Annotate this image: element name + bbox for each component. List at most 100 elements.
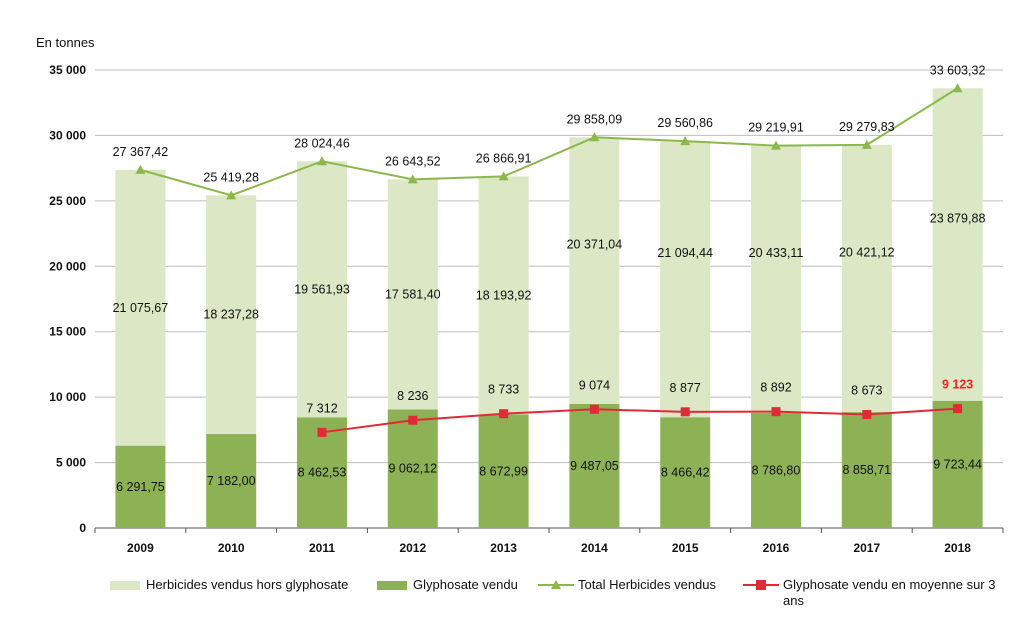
marker-total — [861, 139, 872, 149]
data-label-glyphosate: 8 672,99 — [479, 464, 528, 478]
bar-glyphosate — [660, 417, 711, 528]
bar-hors-glyphosate — [751, 145, 801, 414]
bar-hors-glyphosate — [115, 169, 166, 446]
bar-glyphosate — [751, 413, 801, 528]
data-label-total: 25 419,28 — [203, 170, 259, 184]
marker-moyenne — [317, 427, 327, 437]
data-label-total: 33 603,32 — [930, 63, 986, 77]
marker-moyenne — [589, 404, 599, 414]
data-label-glyphosate: 8 786,80 — [752, 464, 801, 478]
bar-glyphosate — [478, 414, 529, 528]
bar-hors-glyphosate — [206, 195, 257, 435]
unit-label: En tonnes — [36, 35, 95, 50]
legend-label-moyenne: Glyphosate vendu en moyenne sur 3 ans — [783, 577, 996, 608]
legend-item-glyphosate: Glyphosate vendu — [377, 577, 518, 593]
x-tick-label: 2015 — [672, 541, 699, 555]
data-label-hors-glyphosate: 21 075,67 — [113, 301, 169, 315]
y-tick-label: 5 000 — [56, 456, 86, 470]
x-tick-label: 2009 — [127, 541, 154, 555]
bar-glyphosate — [206, 434, 257, 528]
marker-total — [407, 174, 418, 184]
data-label-moyenne: 8 892 — [760, 381, 791, 395]
bar-glyphosate — [115, 445, 166, 528]
data-label-moyenne: 8 877 — [670, 381, 701, 395]
legend-label-glyphosate: Glyphosate vendu — [413, 577, 518, 592]
data-label-moyenne: 7 312 — [306, 401, 337, 415]
bar-hors-glyphosate — [478, 176, 529, 415]
y-tick-label: 35 000 — [49, 63, 86, 77]
data-label-glyphosate: 9 487,05 — [570, 459, 619, 473]
marker-total — [771, 140, 781, 150]
data-label-total: 27 367,42 — [113, 145, 169, 159]
marker-moyenne — [499, 409, 509, 419]
marker-moyenne — [862, 410, 872, 420]
y-tick-label: 25 000 — [49, 194, 86, 208]
marker-total — [226, 190, 237, 200]
data-label-total: 26 866,91 — [476, 151, 532, 165]
bar-glyphosate — [932, 400, 983, 528]
marker-total — [317, 156, 327, 166]
bar-hors-glyphosate — [932, 88, 983, 401]
x-tick-label: 2016 — [763, 541, 790, 555]
data-label-glyphosate: 8 466,42 — [661, 466, 710, 480]
marker-total — [680, 136, 691, 146]
data-label-glyphosate: 9 723,44 — [933, 457, 982, 471]
x-tick-label: 2011 — [309, 541, 335, 555]
x-tick-label: 2017 — [853, 541, 880, 555]
bar-glyphosate — [387, 409, 438, 528]
bar-glyphosate — [841, 412, 892, 528]
legend: Herbicides vendus hors glyphosate Glypho… — [0, 577, 1024, 617]
legend-item-total: Total Herbicides vendus — [538, 577, 716, 593]
marker-total — [589, 132, 600, 142]
y-tick-label: 10 000 — [49, 390, 86, 404]
data-label-hors-glyphosate: 20 433,11 — [749, 246, 804, 260]
line-glyphosate-moyenne — [321, 407, 958, 434]
data-label-total: 26 643,52 — [385, 154, 441, 168]
y-tick-label: 15 000 — [49, 325, 86, 339]
x-tick-label: 2013 — [490, 541, 517, 555]
data-label-hors-glyphosate: 23 879,88 — [930, 211, 986, 225]
data-label-glyphosate: 9 062,12 — [388, 462, 437, 476]
legend-swatch-glyphosate — [377, 581, 407, 590]
data-label-glyphosate: 8 462,53 — [298, 466, 347, 480]
marker-moyenne — [771, 407, 781, 417]
legend-triangle-line-icon — [538, 580, 574, 589]
data-label-total: 29 219,91 — [748, 121, 804, 135]
bar-hors-glyphosate — [297, 161, 347, 418]
marker-moyenne — [408, 415, 418, 425]
legend-square-line-icon — [743, 580, 779, 590]
bar-glyphosate — [569, 403, 620, 528]
y-tick-label: 0 — [79, 521, 86, 535]
marker-total — [135, 164, 146, 174]
legend-item-moyenne: Glyphosate vendu en moyenne sur 3 ans — [743, 577, 1013, 609]
data-label-moyenne: 8 236 — [397, 389, 428, 403]
data-label-total: 29 560,86 — [657, 116, 713, 130]
legend-label-hors-glyphosate: Herbicides vendus hors glyphosate — [146, 577, 349, 592]
data-label-glyphosate: 8 858,71 — [842, 463, 891, 477]
marker-moyenne — [680, 407, 690, 417]
bar-hors-glyphosate — [841, 144, 892, 413]
data-label-hors-glyphosate: 17 581,40 — [385, 287, 441, 301]
data-label-hors-glyphosate: 18 237,28 — [203, 308, 259, 322]
bar-hors-glyphosate — [660, 141, 711, 418]
x-tick-label: 2010 — [218, 541, 245, 555]
y-tick-label: 30 000 — [49, 128, 86, 142]
data-label-moyenne: 9 123 — [942, 378, 973, 392]
x-tick-label: 2014 — [581, 541, 608, 555]
data-label-glyphosate: 6 291,75 — [116, 480, 165, 494]
marker-moyenne — [953, 404, 963, 414]
data-label-total: 29 858,09 — [567, 112, 623, 126]
data-label-hors-glyphosate: 20 421,12 — [839, 245, 895, 259]
data-label-total: 28 024,46 — [294, 136, 350, 150]
data-label-glyphosate: 7 182,00 — [207, 474, 256, 488]
legend-item-hors-glyphosate: Herbicides vendus hors glyphosate — [110, 577, 348, 593]
marker-total — [498, 171, 509, 181]
data-label-hors-glyphosate: 18 193,92 — [476, 288, 532, 302]
data-label-moyenne: 8 673 — [851, 384, 882, 398]
legend-label-total: Total Herbicides vendus — [578, 577, 717, 592]
bar-hors-glyphosate — [387, 179, 438, 410]
data-label-total: 29 279,83 — [839, 120, 895, 134]
data-label-moyenne: 8 733 — [488, 383, 519, 397]
bar-hors-glyphosate — [569, 137, 620, 404]
